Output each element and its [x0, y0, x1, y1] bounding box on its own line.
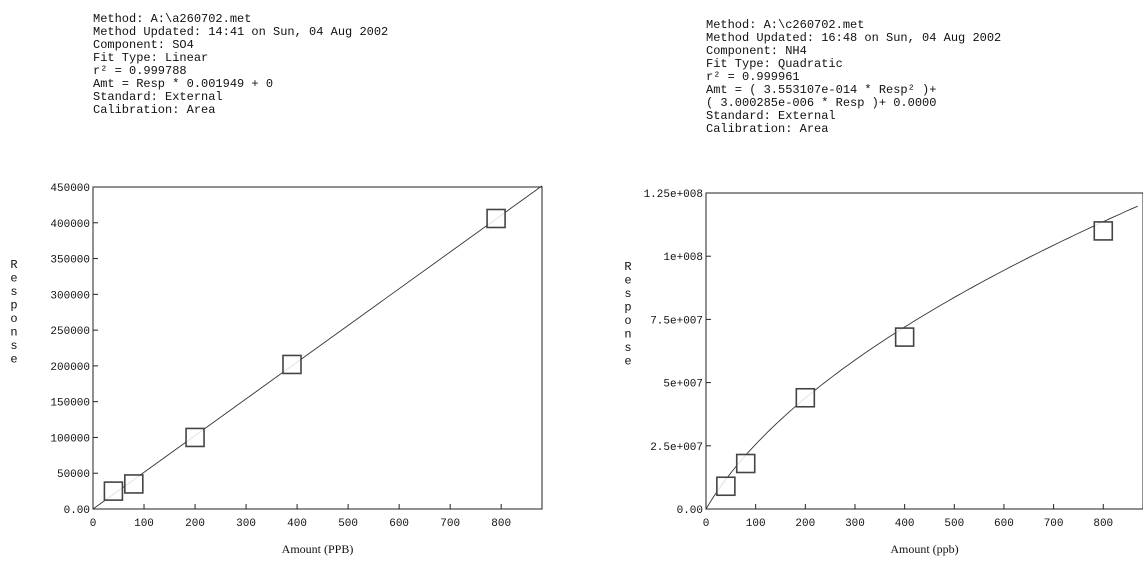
y-tick-label: 0.00: [64, 505, 90, 517]
y-tick-label: 350000: [50, 255, 90, 267]
plot-frame: [705, 192, 1143, 510]
plot-frame: [92, 186, 543, 510]
method-info-line: Standard: External: [93, 90, 223, 104]
method-info-line: Component: SO4: [93, 38, 194, 52]
y-tick-label: 300000: [50, 290, 90, 302]
y-axis-title-letter: e: [624, 355, 631, 369]
calibration-panel-nh4: Method: A:\c260702.met Method Updated: 16…: [600, 0, 1143, 563]
calibration-point: [486, 208, 506, 229]
calibration-point: [103, 481, 124, 501]
x-tick-label: 700: [440, 518, 460, 530]
y-tick-label: 7.5e+007: [650, 315, 703, 327]
y-tick-label: 100000: [50, 433, 90, 445]
method-info-line: Calibration: Area: [93, 103, 216, 117]
y-tick-label: 2.5e+007: [650, 442, 703, 454]
y-tick-label: 450000: [50, 183, 90, 195]
method-info-line: r² = 0.999788: [93, 64, 187, 78]
x-axis-title: Amount (PPB): [282, 542, 354, 556]
x-tick-label: 100: [746, 518, 766, 530]
x-tick-label: 500: [338, 518, 358, 530]
x-tick-label: 700: [1044, 518, 1064, 530]
method-info-line: Fit Type: Quadratic: [706, 57, 843, 71]
y-axis-title-letter: p: [624, 301, 631, 315]
calibration-fit-line: [92, 185, 543, 510]
y-axis-title-letter: R: [624, 260, 631, 274]
x-tick-label: 0: [90, 518, 97, 530]
y-tick-label: 0.00: [677, 505, 703, 517]
method-info-line: Amt = Resp * 0.001949 + 0: [93, 77, 274, 91]
y-axis-title-letter: s: [10, 285, 17, 299]
calibration-chart-so4: 0.00 50000 100000 150000 200000 250000 300000 3…: [10, 183, 543, 556]
y-axis-title-letter: s: [624, 287, 631, 301]
calibration-point: [716, 476, 736, 497]
x-tick-label: 800: [491, 518, 511, 530]
y-axis-title-letter: n: [10, 326, 17, 340]
calibration-point: [124, 474, 144, 494]
y-axis-title-letter: p: [10, 299, 17, 313]
y-tick-label: 1.25e+008: [644, 189, 703, 201]
method-info-line: Method: A:\c260702.met: [706, 18, 865, 32]
calibration-point: [795, 387, 816, 408]
y-tick-label: 1e+008: [663, 252, 703, 264]
y-tick-label: 5e+007: [663, 379, 703, 391]
calibration-chart-nh4: 0.00 2.5e+007 5e+007 7.5e+007 1e+008 1.25e+00…: [624, 189, 1143, 556]
calibration-point: [735, 453, 756, 474]
calibration-panel-so4: Method: A:\a260702.met Method Updated: 14…: [0, 0, 560, 563]
calibration-point: [185, 427, 205, 448]
method-info-line: Method: A:\a260702.met: [93, 12, 252, 26]
y-axis-title-letter: o: [624, 314, 631, 328]
y-axis-title-letter: s: [624, 341, 631, 355]
x-tick-label: 800: [1093, 518, 1113, 530]
x-tick-label: 400: [287, 518, 307, 530]
y-axis-title-letter: e: [624, 274, 631, 288]
calibration-point: [894, 327, 915, 347]
x-tick-label: 300: [845, 518, 865, 530]
method-info-line: Calibration: Area: [706, 122, 829, 136]
y-axis-title-letter: e: [10, 272, 17, 286]
method-info: Method: A:\c260702.met Method Updated: 16…: [706, 19, 1001, 136]
method-info: Method: A:\a260702.met Method Updated: 14…: [93, 13, 388, 117]
calibration-fit-line: [705, 205, 1138, 510]
y-axis-title-letter: R: [10, 258, 17, 272]
y-axis-title-letter: o: [10, 312, 17, 326]
y-axis-title-letter: n: [624, 328, 631, 342]
method-info-line: ( 3.000285e-006 * Resp )+ 0.0000: [706, 96, 937, 110]
x-tick-label: 200: [795, 518, 815, 530]
y-tick-label: 400000: [50, 219, 90, 231]
y-tick-label: 150000: [50, 398, 90, 410]
x-tick-label: 300: [236, 518, 256, 530]
method-info-line: Fit Type: Linear: [93, 51, 209, 65]
y-tick-label: 50000: [57, 469, 90, 481]
y-axis-title-letter: s: [10, 339, 17, 353]
method-info-line: Component: NH4: [706, 44, 807, 58]
method-info-line: Method Updated: 16:48 on Sun, 04 Aug 200…: [706, 31, 1002, 45]
x-tick-label: 100: [134, 518, 154, 530]
x-tick-label: 200: [185, 518, 205, 530]
x-axis-title: Amount (ppb): [890, 542, 958, 556]
x-tick-label: 600: [994, 518, 1014, 530]
method-info-line: Amt = ( 3.553107e-014 * Resp² )+: [706, 83, 937, 97]
x-tick-label: 500: [944, 518, 964, 530]
y-tick-label: 250000: [50, 326, 90, 338]
x-tick-label: 0: [703, 518, 710, 530]
y-axis-title-letter: e: [10, 353, 17, 367]
x-tick-label: 600: [389, 518, 409, 530]
method-info-line: Standard: External: [706, 109, 836, 123]
x-tick-label: 400: [895, 518, 915, 530]
method-info-line: Method Updated: 14:41 on Sun, 04 Aug 200…: [93, 25, 389, 39]
y-tick-label: 200000: [50, 362, 90, 374]
calibration-point: [282, 354, 302, 375]
calibration-point: [1093, 221, 1114, 241]
method-info-line: r² = 0.999961: [706, 70, 800, 84]
